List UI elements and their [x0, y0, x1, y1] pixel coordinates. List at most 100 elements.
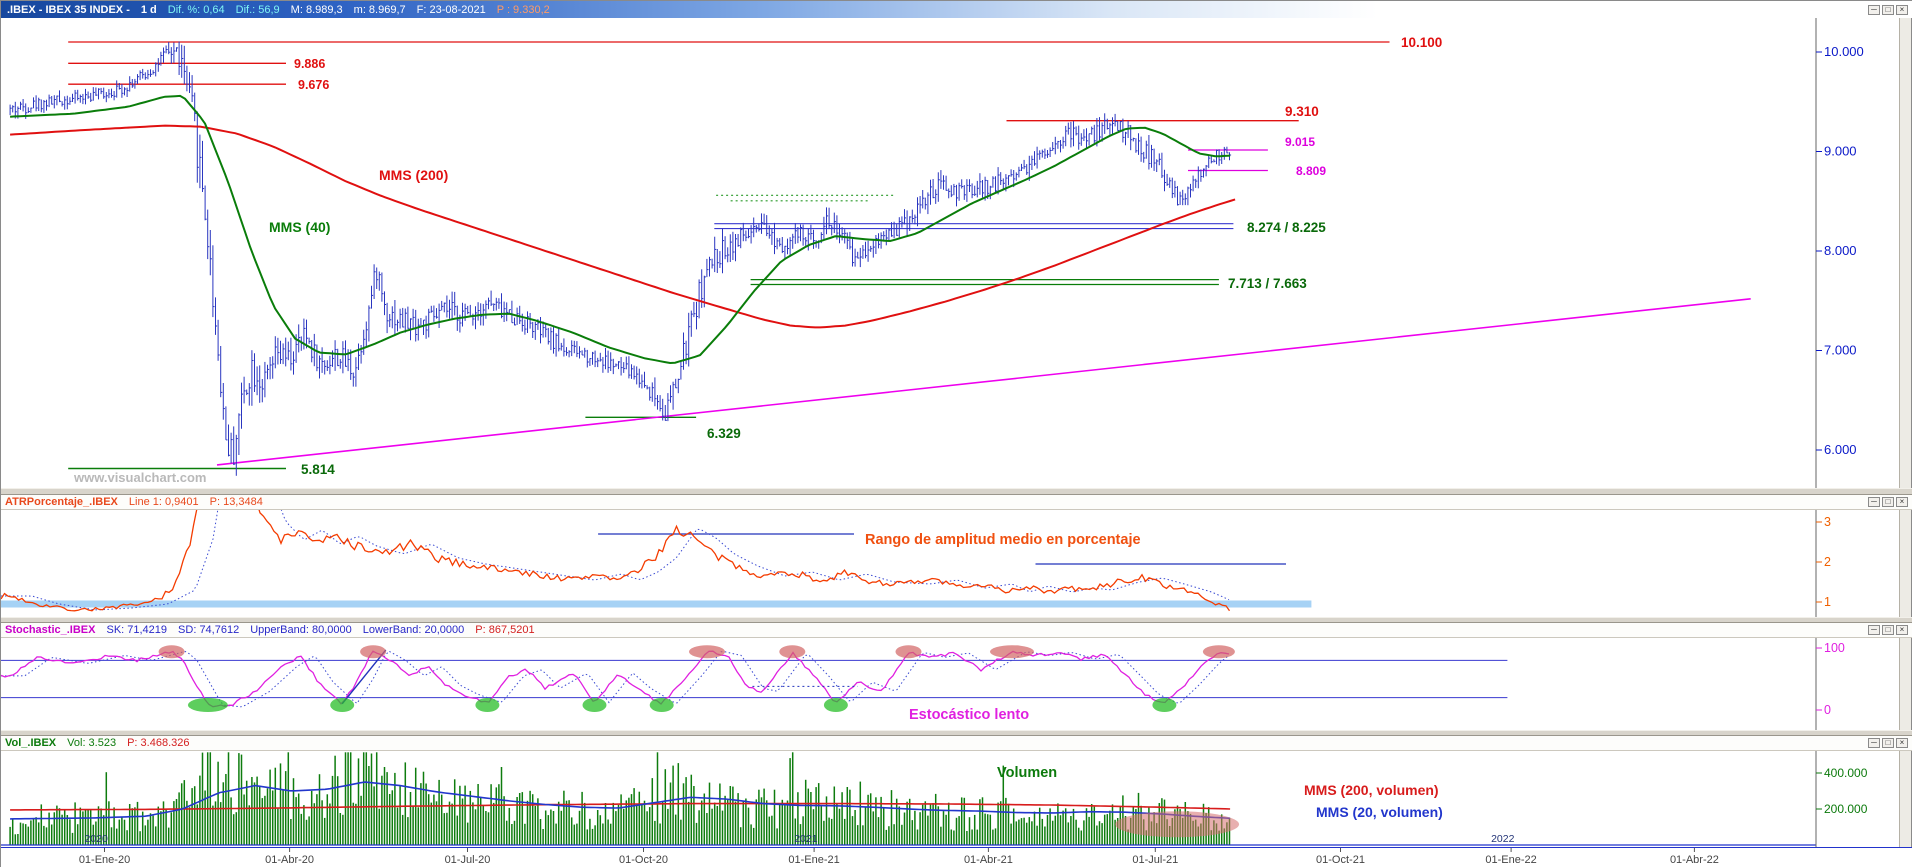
- chart-label: 8.000: [1824, 243, 1857, 258]
- stochastic-panel-header: Stochastic_.IBEX SK: 71,4219 SD: 74,7612 Up…: [1, 623, 1912, 638]
- panel-separator[interactable]: [1, 617, 1912, 623]
- chart-label: 8.809: [1296, 164, 1326, 178]
- panel-separator[interactable]: [1, 730, 1912, 736]
- oversold-mark: [1152, 698, 1177, 712]
- header-field: Dif. %: 0,64: [167, 3, 225, 16]
- header-field: SD: 74,7612: [178, 624, 240, 636]
- header-field: M: 8.989,3: [290, 3, 343, 16]
- header-field: .IBEX - IBEX 35 INDEX -: [7, 3, 130, 16]
- header-field: LowerBand: 20,0000: [362, 624, 465, 636]
- header-field: 1 d: [140, 3, 157, 16]
- chart-label: MMS (200): [379, 167, 448, 183]
- chart-label: 100: [1824, 641, 1845, 655]
- chart-label: 8.274 / 8.225: [1247, 220, 1326, 235]
- header-field: UpperBand: 80,0000: [250, 624, 352, 636]
- chart-label: 5.814: [301, 462, 335, 477]
- chart-label: 2020: [85, 833, 109, 845]
- volume-highlight: [1115, 811, 1240, 838]
- chart-label: 9.015: [1285, 135, 1315, 149]
- oversold-mark: [649, 698, 674, 712]
- header-field: SK: 71,4219: [106, 624, 168, 636]
- time-axis[interactable]: 01-Ene-20 01-Abr-20 01-Jul-20 01-Oct-20 01-E…: [1, 847, 1912, 867]
- chart-label: 01-Oct-21: [1316, 854, 1365, 866]
- chart-label: 2022: [1491, 833, 1515, 845]
- close-button[interactable]: ×: [1896, 625, 1908, 635]
- trendline: [216, 298, 1751, 466]
- overbought-mark: [158, 645, 185, 659]
- chart-label: 01-Ene-21: [788, 854, 839, 866]
- chart-window-title-bar: .IBEX - IBEX 35 INDEX - 1 d Dif. %: 0,64 Di…: [1, 1, 1912, 18]
- chart-label: Volumen: [997, 765, 1057, 781]
- maximize-button[interactable]: □: [1882, 497, 1894, 507]
- header-field: P: 13,3484: [209, 496, 263, 508]
- minimize-button[interactable]: ─: [1868, 497, 1880, 507]
- overbought-mark: [689, 645, 725, 659]
- chart-label: 400.000: [1824, 766, 1868, 780]
- stochastic-indicator-chart[interactable]: Estocástico lento 100 0: [1, 638, 1912, 730]
- chart-label: 0: [1824, 703, 1831, 717]
- stochastic-header-fields: Stochastic_.IBEX SK: 71,4219 SD: 74,7612 Up…: [5, 624, 546, 636]
- header-field: Stochastic_.IBEX: [5, 624, 96, 636]
- maximize-button[interactable]: □: [1882, 738, 1894, 748]
- panel-separator[interactable]: [1, 488, 1912, 495]
- chart-label: 2021: [794, 833, 818, 845]
- chart-label: 1: [1824, 595, 1831, 609]
- atr-base-band: [1, 600, 1312, 608]
- minimize-button[interactable]: ─: [1868, 738, 1880, 748]
- oversold-mark: [823, 698, 848, 712]
- volume-header-fields: Vol_.IBEX Vol: 3.523 P: 3.468.326: [5, 737, 200, 749]
- chart-label: 01-Ene-20: [79, 854, 130, 866]
- overbought-mark: [895, 645, 922, 659]
- oversold-mark: [582, 698, 607, 712]
- chart-label: 01-Abr-20: [265, 854, 314, 866]
- atr-indicator-chart[interactable]: Rango de amplitud medio en porcentaje 3 2 1: [1, 510, 1912, 617]
- volume-panel-header: Vol_.IBEX Vol: 3.523 P: 3.468.326 ─ □ ×: [1, 736, 1912, 751]
- minimize-button[interactable]: ─: [1868, 4, 1880, 15]
- overbought-mark: [990, 645, 1034, 659]
- chart-label: MMS (40): [269, 219, 330, 235]
- chart-label: Estocástico lento: [909, 707, 1029, 723]
- volume-chart[interactable]: Volumen MMS (200, volumen) MMS (20, volume…: [1, 751, 1912, 847]
- oversold-mark: [330, 698, 355, 712]
- chart-label: 01-Oct-20: [619, 854, 668, 866]
- chart-label: 6.000: [1824, 442, 1857, 457]
- chart-label: 3: [1824, 515, 1831, 529]
- header-field: m: 8.969,7: [353, 3, 406, 16]
- window-controls: ─ □ ×: [1868, 4, 1908, 15]
- overbought-mark: [360, 645, 387, 659]
- close-button[interactable]: ×: [1896, 4, 1908, 15]
- chart-label: 9.310: [1285, 104, 1319, 119]
- chart-label: 9.676: [298, 78, 329, 92]
- header-field: ATRPorcentaje_.IBEX: [5, 496, 118, 508]
- window-controls: ─ □ ×: [1868, 738, 1908, 748]
- window-controls: ─ □ ×: [1868, 625, 1908, 635]
- oversold-mark: [475, 698, 500, 712]
- chart-label: 2: [1824, 555, 1831, 569]
- overbought-mark: [1202, 645, 1235, 659]
- header-field: Vol: 3.523: [67, 737, 117, 749]
- maximize-button[interactable]: □: [1882, 4, 1894, 15]
- chart-label: 01-Abr-22: [1670, 854, 1719, 866]
- chart-label: 200.000: [1824, 802, 1868, 816]
- main-price-chart[interactable]: 10.100 9.886 9.676 9.310 9.015 8.809 8.274 / 8…: [1, 18, 1912, 488]
- close-button[interactable]: ×: [1896, 738, 1908, 748]
- chart-label: 7.713 / 7.663: [1228, 276, 1307, 291]
- chart-label: 10.000: [1824, 44, 1864, 59]
- minimize-button[interactable]: ─: [1868, 625, 1880, 635]
- window-controls: ─ □ ×: [1868, 497, 1908, 507]
- header-field: Dif.: 56,9: [235, 3, 280, 16]
- close-button[interactable]: ×: [1896, 497, 1908, 507]
- header-field: P : 9.330,2: [496, 3, 550, 16]
- chart-label: 9.000: [1824, 144, 1857, 159]
- chart-label: 6.329: [707, 426, 741, 441]
- window-right-border: [1899, 1, 1911, 867]
- chart-label: 01-Abr-21: [964, 854, 1013, 866]
- atr-panel-header: ATRPorcentaje_.IBEX Line 1: 0,9401 P: 13,3…: [1, 495, 1912, 510]
- header-field: P: 867,5201: [475, 624, 535, 636]
- header-field: Vol_.IBEX: [5, 737, 57, 749]
- header-field: Line 1: 0,9401: [128, 496, 199, 508]
- chart-label: 01-Jul-20: [445, 854, 491, 866]
- chart-label: 10.100: [1401, 35, 1442, 50]
- maximize-button[interactable]: □: [1882, 625, 1894, 635]
